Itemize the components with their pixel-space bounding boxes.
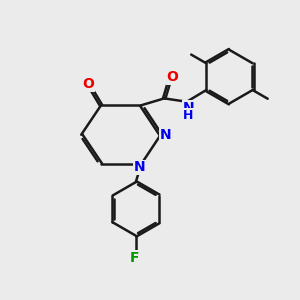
Text: N: N xyxy=(160,128,171,142)
Text: H: H xyxy=(183,109,193,122)
Text: N: N xyxy=(134,160,146,174)
Text: O: O xyxy=(167,70,178,84)
Text: F: F xyxy=(130,251,139,265)
Text: O: O xyxy=(82,77,94,91)
Text: N: N xyxy=(182,100,194,115)
